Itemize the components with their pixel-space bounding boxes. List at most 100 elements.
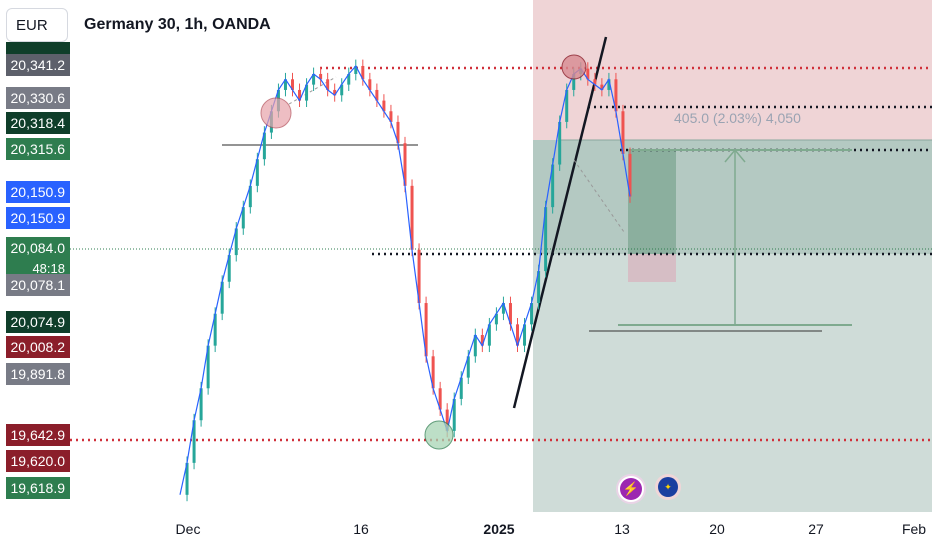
candle-body bbox=[607, 79, 611, 90]
time-tick: Dec bbox=[175, 521, 201, 537]
candle-body bbox=[305, 84, 309, 101]
candle-body bbox=[213, 313, 217, 346]
candle-body bbox=[248, 185, 252, 208]
lightning-icon[interactable]: ⚡ bbox=[616, 474, 646, 504]
candle-body bbox=[445, 409, 449, 431]
price-label: 20,341.2 bbox=[6, 54, 70, 76]
measure-arrow-head bbox=[724, 148, 746, 163]
candle-body bbox=[340, 84, 344, 96]
candle-body bbox=[537, 271, 541, 304]
candle-body bbox=[262, 132, 266, 160]
candle-body bbox=[516, 324, 519, 346]
currency-label: EUR bbox=[16, 16, 48, 34]
price-label: 19,620.0 bbox=[6, 450, 70, 472]
eu-flag-icon[interactable]: ✦ bbox=[655, 474, 681, 500]
candle-body bbox=[480, 335, 484, 346]
candle-body bbox=[593, 79, 597, 85]
time-tick: 16 bbox=[353, 521, 369, 537]
price-series-line bbox=[179, 64, 631, 495]
candle-body bbox=[410, 185, 414, 250]
candle-body bbox=[466, 356, 470, 378]
candle-body bbox=[403, 143, 407, 186]
price-label: 19,642.9 bbox=[6, 424, 70, 446]
time-tick: 27 bbox=[808, 521, 824, 537]
candle-body bbox=[220, 281, 224, 314]
candle-body bbox=[551, 164, 555, 208]
price-label: 20,150.9 bbox=[6, 181, 70, 203]
candle-body bbox=[530, 303, 534, 325]
time-tick: Feb bbox=[901, 521, 927, 537]
candle-body bbox=[241, 207, 245, 229]
candle-body bbox=[347, 73, 351, 85]
candle-body bbox=[558, 121, 562, 165]
symbol-title: Germany 30, 1h, OANDA bbox=[84, 16, 271, 33]
candle-body bbox=[291, 79, 294, 90]
candle-body bbox=[199, 388, 203, 421]
candle-body bbox=[382, 100, 386, 112]
price-label: 20,150.9 bbox=[6, 207, 70, 229]
candle-body bbox=[494, 313, 498, 325]
loss-box bbox=[628, 254, 676, 282]
candle-body bbox=[452, 398, 456, 431]
candle-body bbox=[354, 65, 358, 74]
candle-body bbox=[396, 121, 400, 144]
time-tick: 20 bbox=[709, 521, 725, 537]
price-label: 20,074.9 bbox=[6, 311, 70, 333]
candle-body bbox=[586, 68, 590, 80]
time-tick: 2025 bbox=[483, 521, 515, 537]
price-label: 19,891.8 bbox=[6, 363, 70, 385]
profit-box bbox=[628, 150, 676, 254]
candle-body bbox=[501, 303, 505, 314]
price-label: 20,008.2 bbox=[6, 336, 70, 358]
risk-zone bbox=[533, 0, 932, 140]
bar-countdown: 48:18 bbox=[6, 259, 70, 277]
candle-body bbox=[544, 207, 548, 272]
price-label: 19,618.9 bbox=[6, 477, 70, 499]
candle-body bbox=[375, 89, 379, 101]
candle-body bbox=[431, 356, 435, 389]
candle-body bbox=[523, 324, 527, 346]
candle-body bbox=[459, 377, 463, 399]
candle-body bbox=[424, 303, 428, 357]
candle-body bbox=[319, 73, 323, 80]
candle-body bbox=[438, 388, 442, 410]
candle-body bbox=[389, 111, 393, 122]
candle-body bbox=[234, 228, 238, 256]
candle-body bbox=[185, 462, 189, 495]
currency-selector[interactable]: EUR bbox=[6, 8, 68, 42]
candle-body bbox=[227, 255, 231, 282]
price-label: 20,330.6 bbox=[6, 87, 70, 109]
price-label: 20,084.0 bbox=[6, 237, 70, 259]
candle-body bbox=[628, 153, 632, 197]
candle-body bbox=[255, 159, 259, 186]
price-label-fragment bbox=[6, 42, 70, 54]
reward-zone-dark bbox=[533, 140, 932, 254]
candle-body bbox=[283, 79, 287, 90]
candle-body bbox=[312, 73, 316, 85]
candle-body bbox=[614, 79, 618, 112]
candle-body bbox=[361, 65, 365, 80]
price-label: 20,315.6 bbox=[6, 138, 70, 160]
candle-body bbox=[333, 89, 337, 96]
candle-body bbox=[192, 420, 196, 463]
candle-body bbox=[621, 111, 625, 154]
candle-body bbox=[600, 84, 604, 90]
candle-body bbox=[368, 79, 372, 90]
candle-body bbox=[508, 303, 512, 325]
drop-connector bbox=[573, 159, 625, 233]
measure-readout: 405.0 (2.03%) 4,050 bbox=[674, 110, 801, 126]
candle-body bbox=[417, 249, 421, 304]
candle-body bbox=[326, 79, 330, 90]
price-label: 20,078.1 bbox=[6, 274, 70, 296]
candle-body bbox=[487, 324, 491, 346]
bottom-marker-circle bbox=[424, 420, 454, 450]
candle-body bbox=[298, 89, 302, 101]
candle-body bbox=[565, 89, 569, 122]
top-marker-circle bbox=[260, 97, 292, 129]
time-tick: 13 bbox=[614, 521, 630, 537]
candle-body bbox=[572, 73, 576, 90]
candle-body bbox=[206, 345, 210, 389]
candle-body bbox=[473, 335, 477, 357]
